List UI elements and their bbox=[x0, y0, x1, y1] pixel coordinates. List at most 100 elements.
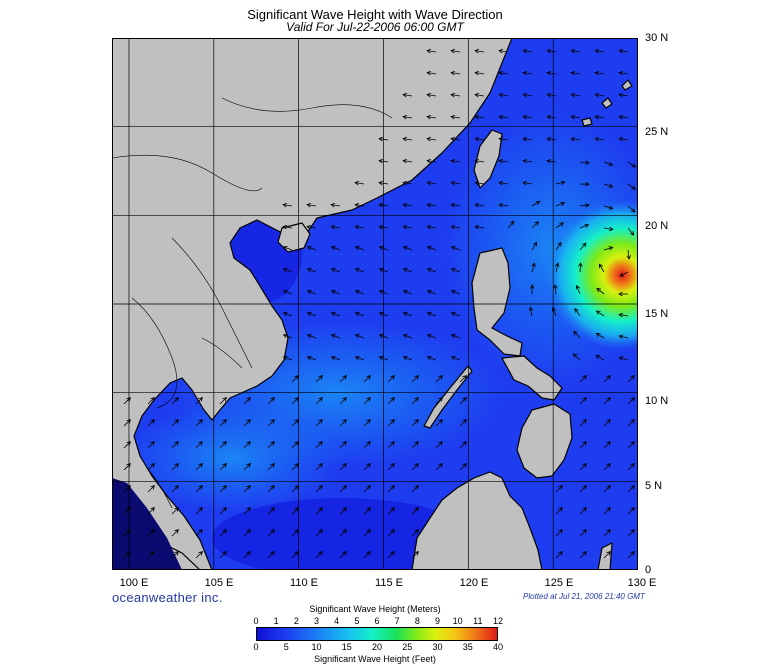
wave-direction-arrow bbox=[450, 289, 461, 295]
wave-direction-arrow bbox=[306, 202, 317, 208]
lon-label-100e: 100 E bbox=[119, 577, 149, 589]
wave-direction-arrow bbox=[195, 397, 203, 405]
wave-direction-arrow bbox=[354, 355, 365, 361]
wave-direction-arrow bbox=[378, 267, 389, 273]
wave-direction-arrow bbox=[402, 267, 413, 273]
wave-direction-arrow bbox=[528, 306, 534, 317]
colorbar-title-feet: Significant Wave Height (Feet) bbox=[314, 654, 436, 664]
wave-direction-arrow bbox=[171, 397, 179, 405]
colorbar-meters-tick: 9 bbox=[434, 616, 440, 626]
wave-direction-arrow bbox=[402, 333, 413, 339]
wave-direction-arrow bbox=[243, 507, 251, 515]
wave-direction-arrow bbox=[618, 312, 629, 318]
wave-direction-arrow bbox=[123, 485, 131, 493]
wave-direction-arrow bbox=[171, 463, 179, 471]
wave-direction-arrow bbox=[522, 70, 533, 76]
wave-direction-arrow bbox=[219, 397, 227, 405]
wave-direction-arrow bbox=[219, 463, 227, 471]
wave-direction-arrow bbox=[603, 397, 611, 405]
wave-direction-arrow bbox=[450, 92, 461, 98]
wave-direction-arrow bbox=[402, 289, 413, 295]
wave-direction-arrow bbox=[474, 224, 485, 230]
wave-direction-arrow bbox=[171, 507, 179, 515]
wave-direction-arrow bbox=[555, 180, 566, 186]
wave-direction-arrow bbox=[219, 529, 227, 537]
wave-direction-arrow bbox=[282, 333, 293, 339]
wave-direction-arrow bbox=[459, 463, 467, 471]
colorbar-meters-tick: 7 bbox=[394, 616, 400, 626]
wave-direction-arrow bbox=[306, 355, 317, 361]
wave-direction-arrow bbox=[546, 48, 557, 54]
wave-direction-arrow bbox=[339, 551, 347, 559]
wave-direction-arrow bbox=[618, 356, 629, 361]
wave-direction-arrow bbox=[627, 551, 635, 559]
wave-direction-arrow bbox=[459, 375, 467, 383]
land-mindanao bbox=[516, 403, 573, 479]
wave-direction-arrow bbox=[378, 311, 389, 317]
wave-direction-arrow bbox=[354, 289, 365, 295]
colorbar bbox=[256, 627, 498, 641]
wave-direction-arrow bbox=[618, 48, 629, 54]
wave-direction-arrow bbox=[498, 158, 509, 164]
wave-direction-arrow bbox=[402, 136, 413, 142]
wave-direction-arrow bbox=[339, 375, 347, 383]
wave-direction-arrow bbox=[450, 224, 461, 230]
wave-direction-arrow bbox=[378, 355, 389, 361]
wave-direction-arrow bbox=[450, 180, 461, 186]
wave-direction-arrow bbox=[123, 551, 131, 559]
land-borneo bbox=[411, 471, 543, 570]
wave-direction-arrow bbox=[363, 441, 371, 449]
wave-direction-arrow bbox=[354, 333, 365, 339]
wave-direction-arrow bbox=[378, 158, 389, 164]
wave-direction-arrow bbox=[450, 245, 461, 251]
wave-direction-arrow bbox=[171, 419, 179, 427]
wave-direction-arrow bbox=[363, 507, 371, 515]
wave-direction-arrow bbox=[354, 267, 365, 273]
wave-direction-arrow bbox=[579, 160, 590, 165]
wave-direction-arrow bbox=[219, 551, 227, 559]
wave-direction-arrow bbox=[579, 375, 587, 383]
wave-direction-arrow bbox=[555, 529, 563, 537]
wave-direction-arrow bbox=[378, 333, 389, 339]
wave-direction-arrow bbox=[195, 551, 203, 559]
wave-direction-arrow bbox=[627, 161, 637, 168]
wave-direction-arrow bbox=[123, 529, 131, 537]
wave-direction-arrows bbox=[123, 48, 637, 559]
wave-direction-arrow bbox=[147, 397, 155, 405]
wave-direction-arrow bbox=[339, 397, 347, 405]
wave-direction-arrow bbox=[450, 114, 461, 120]
wave-direction-arrow bbox=[411, 441, 419, 449]
wave-direction-arrow bbox=[315, 551, 323, 559]
wave-direction-arrow bbox=[459, 397, 467, 405]
land-luzon bbox=[471, 247, 523, 357]
wave-direction-arrow bbox=[618, 114, 629, 120]
wave-direction-arrow bbox=[411, 551, 419, 559]
wave-direction-arrow bbox=[243, 463, 251, 471]
wave-direction-arrow bbox=[546, 158, 557, 164]
lon-label-110e: 110 E bbox=[290, 577, 318, 589]
colorbar-meters-tick: 12 bbox=[492, 616, 503, 626]
colorbar-meters-tick: 10 bbox=[452, 616, 463, 626]
wave-direction-arrow bbox=[555, 201, 566, 207]
wave-direction-arrow bbox=[378, 202, 389, 208]
wave-direction-arrow bbox=[474, 70, 485, 76]
wave-direction-arrow bbox=[387, 551, 395, 559]
sea-moderate-gulf bbox=[122, 403, 342, 513]
wave-direction-arrow bbox=[378, 224, 389, 230]
wave-direction-arrow bbox=[171, 485, 179, 493]
wave-direction-arrow bbox=[498, 136, 509, 142]
lon-label-125e: 125 E bbox=[544, 577, 574, 589]
wave-direction-arrow bbox=[267, 529, 275, 537]
wave-direction-arrow bbox=[387, 419, 395, 427]
wave-direction-arrow bbox=[498, 48, 509, 54]
wave-direction-arrow bbox=[243, 419, 251, 427]
wave-direction-arrow bbox=[387, 375, 395, 383]
colorbar-meters-tick: 8 bbox=[414, 616, 420, 626]
wave-direction-arrow bbox=[363, 397, 371, 405]
wave-direction-arrow bbox=[291, 375, 299, 383]
wave-direction-arrow bbox=[579, 181, 590, 187]
wave-direction-arrow bbox=[330, 333, 341, 339]
wave-direction-arrow bbox=[594, 48, 605, 54]
wave-direction-arrow bbox=[627, 419, 635, 427]
wave-direction-arrow bbox=[570, 70, 581, 76]
